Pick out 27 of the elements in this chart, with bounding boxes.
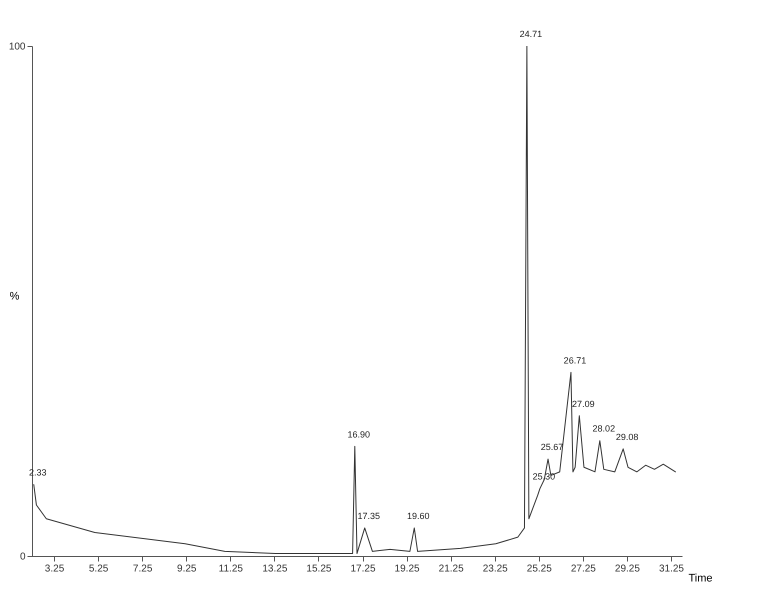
x-tick-label: 29.25 [614, 564, 640, 574]
y-tick-label: 100 [8, 42, 26, 52]
x-tick-label: 7.25 [132, 564, 153, 574]
y-axis-title: % [10, 290, 20, 302]
x-tick-label: 3.25 [44, 564, 65, 574]
x-tick-label: 19.25 [394, 564, 420, 574]
annotation: 24.71 [520, 29, 542, 39]
x-tick-label: 25.25 [526, 564, 552, 574]
x-tick-label: 11.25 [218, 564, 244, 574]
x-tick-label: 27.25 [570, 564, 596, 574]
x-tick-label: 13.25 [262, 564, 288, 574]
x-tick-label: 31.25 [658, 564, 684, 574]
annotation: 16.90 [348, 429, 370, 440]
x-tick-label: 17.25 [350, 564, 376, 574]
x-tick-label: 5.25 [88, 564, 109, 574]
x-tick-label: 9.25 [177, 564, 197, 574]
annotation: 19.60 [407, 510, 430, 521]
annotation: 27.09 [572, 398, 595, 409]
annotation: 26.71 [564, 355, 586, 366]
annotation: 29.08 [616, 432, 638, 442]
x-axis-title: Time [688, 572, 713, 584]
x-tick-label: 23.25 [482, 564, 508, 574]
x-tick-label: 21.25 [438, 564, 464, 574]
x-tick-label: 15.25 [306, 564, 332, 574]
annotation: 28.02 [592, 424, 616, 434]
annotation: 17.35 [357, 510, 380, 521]
y-tick-label: 0 [20, 552, 26, 562]
